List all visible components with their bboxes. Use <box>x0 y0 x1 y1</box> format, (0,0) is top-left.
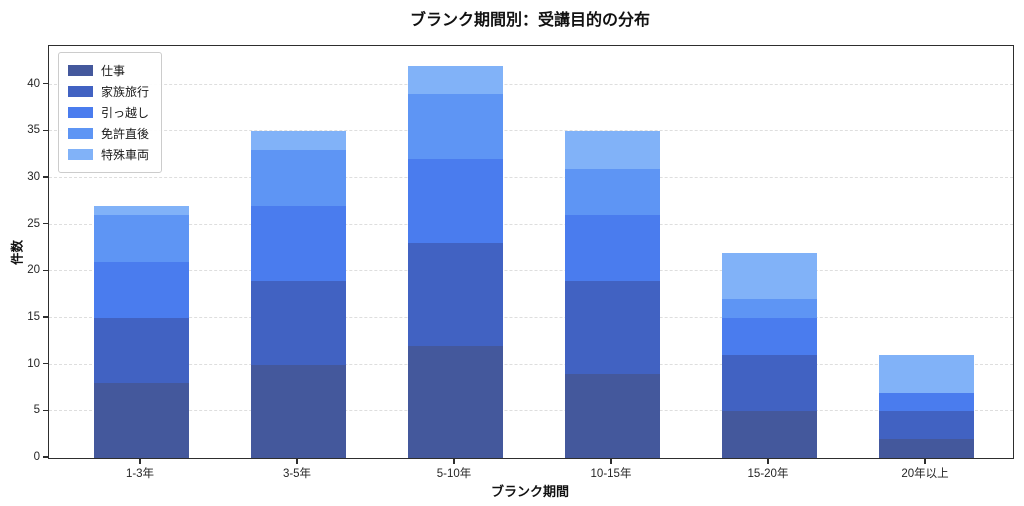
x-tick-label-15-20年: 15-20年 <box>747 468 789 480</box>
bar-segment-1-3年-特殊車両 <box>93 206 189 216</box>
y-tick-mark-10 <box>43 362 48 365</box>
bar-segment-15-20年-仕事 <box>721 411 817 458</box>
bar-segment-15-20年-引っ越し <box>721 318 817 356</box>
x-tick-mark-5-10年 <box>453 458 455 464</box>
y-tick-mark-25 <box>43 222 48 225</box>
bar-segment-15-20年-特殊車両 <box>721 252 817 300</box>
legend-swatch-icon <box>68 65 93 76</box>
x-tick-mark-15-20年 <box>767 458 769 464</box>
legend-swatch-icon <box>68 107 93 118</box>
bar-segment-5-10年-仕事 <box>407 346 503 458</box>
y-tick-label-40: 40 <box>27 77 40 90</box>
gridline-y-25 <box>49 223 1013 225</box>
bar-segment-5-10年-特殊車両 <box>407 66 503 95</box>
gridline-y-10 <box>49 363 1013 365</box>
gridline-y-40 <box>49 83 1013 85</box>
bar-segment-1-3年-引っ越し <box>93 262 189 319</box>
bar-segment-3-5年-特殊車両 <box>250 131 346 151</box>
x-tick-label-3-5年: 3-5年 <box>282 468 312 480</box>
y-tick-label-25: 25 <box>27 217 40 230</box>
bar-segment-15-20年-家族旅行 <box>721 355 817 412</box>
x-tick-mark-20年以上 <box>924 458 926 464</box>
bar-segment-3-5年-仕事 <box>250 364 346 458</box>
x-tick-mark-3-5年 <box>296 458 298 464</box>
bar-segment-10-15年-特殊車両 <box>564 131 660 169</box>
y-tick-label-5: 5 <box>33 404 40 417</box>
gridline-y-30 <box>49 177 1013 179</box>
y-tick-mark-30 <box>43 176 48 178</box>
gridline-y-15 <box>49 317 1013 319</box>
bar-segment-10-15年-家族旅行 <box>564 280 660 375</box>
bar-segment-10-15年-免許直後 <box>564 168 660 216</box>
y-tick-label-35: 35 <box>27 124 40 137</box>
bar-segment-15-20年-免許直後 <box>721 299 817 319</box>
bar-segment-20年以上-引っ越し <box>878 392 974 412</box>
gridline-y-5 <box>49 410 1013 412</box>
gridline-y-35 <box>49 130 1013 132</box>
y-tick-label-0: 0 <box>33 451 40 463</box>
x-tick-label-10-15年: 10-15年 <box>590 468 632 480</box>
bar-segment-3-5年-免許直後 <box>250 150 346 207</box>
chart-legend: 仕事家族旅行引っ越し免許直後特殊車両 <box>58 52 163 173</box>
bar-segment-3-5年-引っ越し <box>250 206 346 281</box>
legend-item-引っ越し: 引っ越し <box>68 102 149 123</box>
x-axis-label: ブランク期間 <box>490 484 569 499</box>
bar-segment-5-10年-家族旅行 <box>407 243 503 347</box>
bar-segment-1-3年-家族旅行 <box>93 318 189 384</box>
bar-segment-10-15年-引っ越し <box>564 215 660 281</box>
y-tick-label-20: 20 <box>27 264 40 277</box>
bar-segment-20年以上-仕事 <box>878 439 974 458</box>
y-tick-label-15: 15 <box>27 311 40 324</box>
plot-area <box>48 45 1014 459</box>
x-tick-label-1-3年: 1-3年 <box>125 468 155 480</box>
legend-item-仕事: 仕事 <box>68 60 149 81</box>
bar-segment-20年以上-家族旅行 <box>878 411 974 440</box>
y-tick-mark-40 <box>43 82 48 85</box>
x-tick-mark-10-15年 <box>610 458 612 464</box>
x-tick-label-5-10年: 5-10年 <box>436 468 472 480</box>
bar-segment-5-10年-引っ越し <box>407 159 503 244</box>
bar-segment-20年以上-特殊車両 <box>878 355 974 393</box>
legend-swatch-icon <box>68 128 93 139</box>
legend-item-免許直後: 免許直後 <box>68 123 149 144</box>
y-tick-mark-5 <box>43 409 48 412</box>
legend-label: 家族旅行 <box>101 85 150 99</box>
legend-label: 免許直後 <box>101 127 150 141</box>
legend-label: 仕事 <box>101 64 126 78</box>
y-tick-label-10: 10 <box>27 357 40 370</box>
bar-segment-1-3年-仕事 <box>93 383 189 458</box>
bar-segment-3-5年-家族旅行 <box>250 280 346 365</box>
legend-item-家族旅行: 家族旅行 <box>68 81 149 102</box>
bar-segment-5-10年-免許直後 <box>407 94 503 160</box>
legend-swatch-icon <box>68 149 93 160</box>
chart-title: ブランク期間別：受講目的の分布 <box>409 12 650 29</box>
legend-label: 引っ越し <box>101 106 150 120</box>
bar-segment-10-15年-仕事 <box>564 374 660 458</box>
legend-label: 特殊車両 <box>101 148 150 162</box>
legend-swatch-icon <box>68 86 93 97</box>
y-tick-mark-20 <box>43 269 48 272</box>
y-tick-mark-35 <box>43 129 48 132</box>
x-tick-mark-1-3年 <box>139 458 141 464</box>
bar-segment-1-3年-免許直後 <box>93 215 189 263</box>
legend-item-特殊車両: 特殊車両 <box>68 144 149 165</box>
y-tick-label-30: 30 <box>27 171 40 184</box>
y-tick-mark-15 <box>43 316 48 318</box>
x-tick-label-20年以上: 20年以上 <box>901 468 949 480</box>
gridline-y-20 <box>49 270 1013 272</box>
y-tick-mark-0 <box>43 456 48 458</box>
